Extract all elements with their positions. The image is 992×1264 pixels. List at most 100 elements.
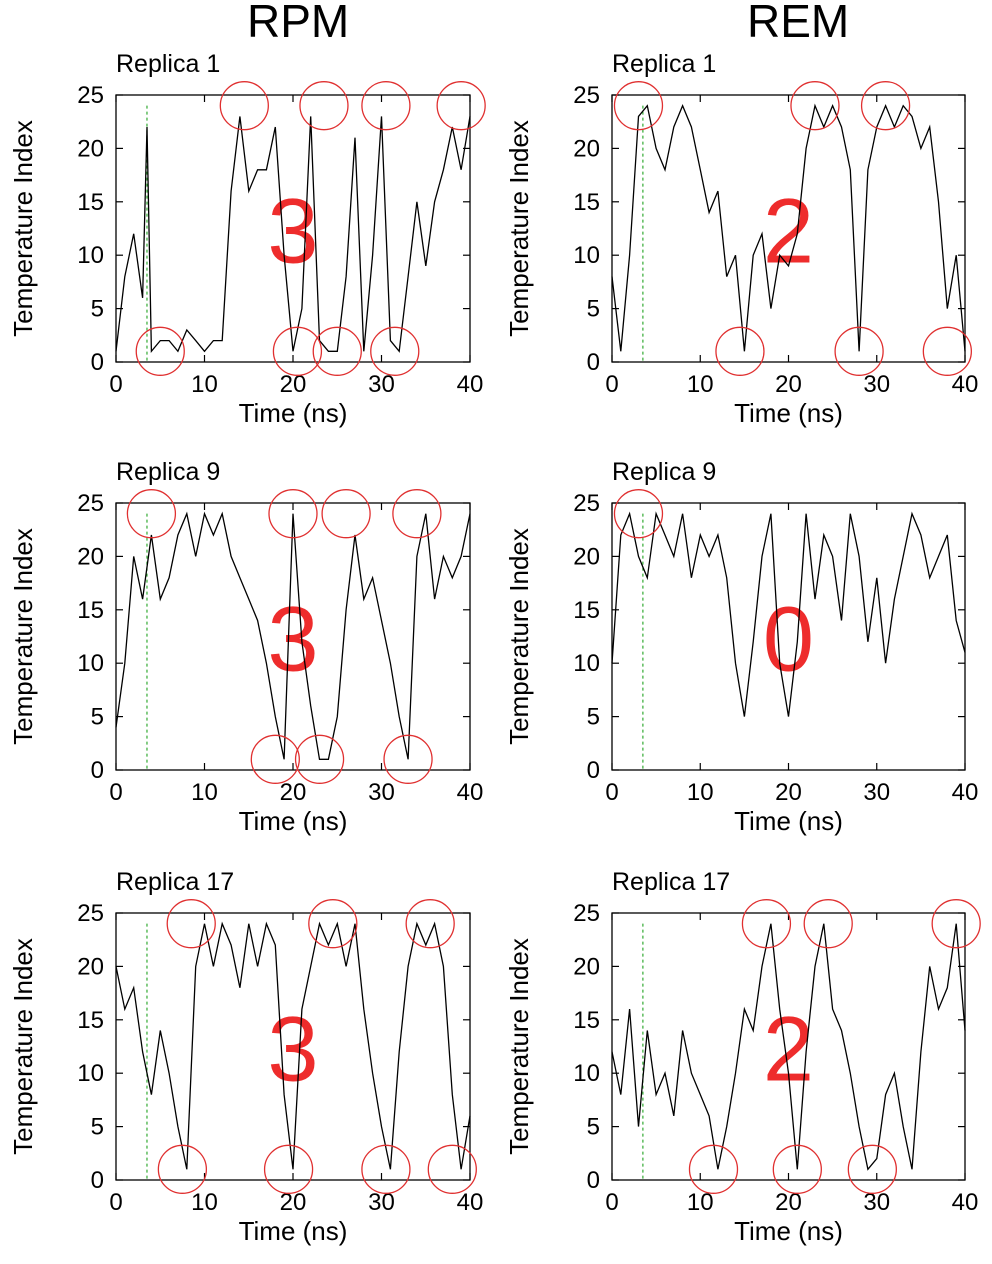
temperature-index-series — [611, 103, 966, 352]
y-tick-label: 20 — [573, 953, 600, 980]
y-tick-label: 20 — [77, 953, 104, 980]
x-axis-label: Time (ns) — [239, 806, 348, 836]
transition-count: 3 — [267, 181, 318, 283]
y-tick-label: 10 — [573, 650, 600, 677]
y-axis-label: Temperature Index — [8, 938, 38, 1155]
transition-count: 0 — [763, 589, 814, 691]
y-tick-label: 5 — [91, 296, 104, 323]
y-axis-label: Temperature Index — [504, 120, 534, 337]
x-tick-label: 0 — [109, 371, 122, 398]
y-tick-label: 15 — [77, 597, 104, 624]
y-tick-label: 20 — [77, 135, 104, 162]
x-tick-label: 40 — [457, 371, 484, 398]
x-tick-label: 30 — [863, 779, 890, 806]
extreme-circle — [803, 899, 853, 949]
y-tick-label: 25 — [573, 490, 600, 517]
y-tick-label: 10 — [77, 1060, 104, 1087]
extreme-circle — [383, 734, 433, 784]
y-axis-label: Temperature Index — [504, 938, 534, 1155]
chart-panel: Replica 9 0 10 20 30 40 0 5 10 15 20 25 Time (ns) Tem… — [504, 458, 978, 836]
transition-count: 3 — [267, 589, 318, 691]
temperature-index-series — [115, 511, 471, 760]
x-tick-label: 0 — [109, 1189, 122, 1216]
x-tick-label: 0 — [605, 371, 618, 398]
x-tick-label: 0 — [605, 1189, 618, 1216]
y-tick-label: 15 — [573, 189, 600, 216]
column-title-rpm: RPM — [247, 0, 350, 47]
extreme-circle — [613, 81, 664, 131]
extreme-circle — [268, 489, 318, 539]
y-tick-label: 5 — [91, 1114, 104, 1141]
y-axis-label: Temperature Index — [8, 528, 38, 745]
extreme-circle — [392, 489, 442, 539]
y-tick-label: 15 — [573, 1007, 600, 1034]
extreme-circle — [922, 326, 972, 376]
extreme-circle — [613, 489, 664, 539]
chart-panel: Replica 9 0 10 20 30 40 0 5 10 15 20 25 Time (ns) Tem… — [8, 458, 483, 836]
extreme-circle — [157, 1144, 208, 1194]
extreme-circle — [219, 81, 269, 131]
y-tick-label: 15 — [77, 189, 104, 216]
y-tick-label: 0 — [587, 757, 600, 784]
x-tick-label: 0 — [605, 779, 618, 806]
extreme-circle — [361, 81, 411, 131]
x-tick-label: 30 — [368, 779, 395, 806]
x-tick-label: 20 — [775, 779, 802, 806]
extreme-circle — [263, 1144, 314, 1194]
y-tick-label: 20 — [77, 543, 104, 570]
x-tick-label: 10 — [191, 371, 218, 398]
temperature-index-series — [611, 511, 966, 717]
extreme-circle — [847, 1144, 897, 1194]
transition-count: 3 — [267, 999, 318, 1101]
y-tick-label: 10 — [77, 650, 104, 677]
x-tick-label: 20 — [775, 371, 802, 398]
extreme-circle — [135, 326, 185, 376]
extreme-circle — [405, 899, 455, 949]
transition-count: 2 — [763, 181, 814, 283]
temperature-index-series — [115, 116, 471, 354]
y-tick-label: 0 — [587, 1167, 600, 1194]
extreme-circle — [860, 81, 911, 131]
y-axis-label: Temperature Index — [504, 528, 534, 745]
x-axis-label: Time (ns) — [239, 398, 348, 428]
extreme-circle — [931, 899, 981, 949]
extreme-circle — [299, 81, 349, 131]
extreme-circle — [250, 734, 300, 784]
transition-count: 2 — [763, 999, 814, 1101]
extreme-circle — [427, 1144, 477, 1194]
y-tick-label: 15 — [573, 597, 600, 624]
y-tick-label: 10 — [573, 1060, 600, 1087]
extreme-circle — [312, 326, 362, 376]
x-tick-label: 0 — [109, 779, 122, 806]
y-tick-label: 0 — [91, 757, 104, 784]
extreme-circle — [166, 899, 216, 949]
extreme-circle — [321, 489, 371, 539]
y-tick-label: 0 — [91, 349, 104, 376]
extreme-circle — [308, 899, 358, 949]
y-tick-label: 5 — [91, 704, 104, 731]
y-tick-label: 25 — [77, 82, 104, 109]
replica-label: Replica 1 — [116, 50, 220, 78]
x-tick-label: 20 — [280, 779, 307, 806]
x-tick-label: 30 — [863, 371, 890, 398]
y-tick-label: 15 — [77, 1007, 104, 1034]
y-tick-label: 25 — [573, 82, 600, 109]
x-tick-label: 40 — [457, 1189, 484, 1216]
y-tick-label: 10 — [573, 242, 600, 269]
temperature-index-series — [115, 921, 471, 1170]
x-tick-label: 40 — [952, 779, 979, 806]
y-tick-label: 25 — [77, 900, 104, 927]
y-tick-label: 5 — [587, 704, 600, 731]
extreme-circle — [126, 489, 177, 539]
extreme-circle — [272, 326, 323, 376]
y-tick-label: 10 — [77, 242, 104, 269]
x-tick-label: 40 — [457, 779, 484, 806]
x-tick-label: 10 — [191, 1189, 218, 1216]
y-tick-label: 0 — [587, 349, 600, 376]
extreme-circle — [772, 1144, 822, 1194]
x-tick-label: 10 — [191, 779, 218, 806]
